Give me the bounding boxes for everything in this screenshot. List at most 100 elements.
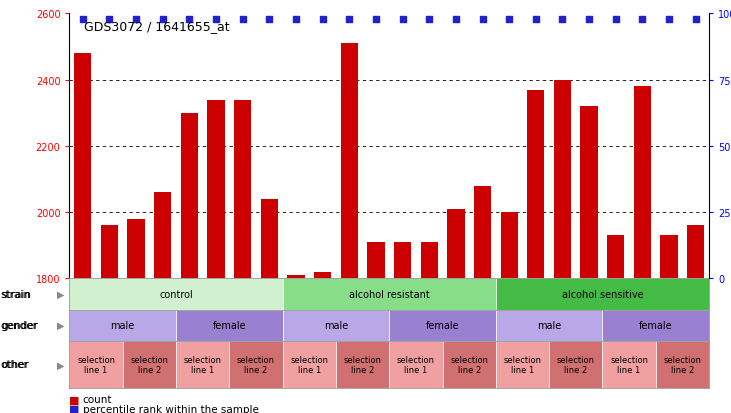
Bar xyxy=(602,341,656,388)
Bar xyxy=(283,341,336,388)
Bar xyxy=(607,236,624,279)
Point xyxy=(370,17,382,23)
Text: female: female xyxy=(639,320,673,330)
Bar xyxy=(123,341,176,388)
Point xyxy=(583,17,595,23)
Point xyxy=(423,17,435,23)
Text: selection
line 2: selection line 2 xyxy=(344,355,382,374)
Text: selection
line 1: selection line 1 xyxy=(504,355,542,374)
Text: count: count xyxy=(83,394,112,404)
Text: gender: gender xyxy=(1,320,38,330)
Point xyxy=(477,17,488,23)
Point xyxy=(690,17,702,23)
Bar xyxy=(580,107,598,279)
Point xyxy=(344,17,355,23)
Point xyxy=(130,17,142,23)
Point xyxy=(610,17,621,23)
Text: male: male xyxy=(537,320,561,330)
Bar xyxy=(101,226,118,279)
Bar xyxy=(549,341,602,388)
Point xyxy=(77,17,88,23)
Bar xyxy=(69,310,176,341)
Bar xyxy=(127,219,145,279)
Text: selection
line 1: selection line 1 xyxy=(183,355,221,374)
Point xyxy=(637,17,648,23)
Bar xyxy=(341,44,358,279)
Text: selection
line 2: selection line 2 xyxy=(237,355,275,374)
Point xyxy=(157,17,169,23)
Text: alcohol sensitive: alcohol sensitive xyxy=(561,289,643,299)
Text: male: male xyxy=(324,320,348,330)
Bar xyxy=(501,213,518,279)
Bar xyxy=(367,242,385,279)
Bar xyxy=(394,242,412,279)
Text: control: control xyxy=(159,289,193,299)
Bar xyxy=(496,279,709,310)
Point xyxy=(397,17,409,23)
Bar xyxy=(74,54,91,279)
Point xyxy=(530,17,542,23)
Bar xyxy=(389,341,442,388)
Bar xyxy=(208,100,224,279)
Text: alcohol resistant: alcohol resistant xyxy=(349,289,430,299)
Point xyxy=(556,17,568,23)
Text: ■: ■ xyxy=(69,394,80,404)
Bar xyxy=(634,87,651,279)
Bar xyxy=(554,81,571,279)
Bar xyxy=(181,114,198,279)
Point xyxy=(450,17,462,23)
Bar xyxy=(283,310,389,341)
Point xyxy=(663,17,675,23)
Text: other: other xyxy=(1,359,29,370)
Bar xyxy=(69,279,283,310)
Bar xyxy=(442,341,496,388)
Text: strain: strain xyxy=(1,289,31,299)
Point xyxy=(104,17,115,23)
Bar xyxy=(314,272,331,279)
Point xyxy=(317,17,328,23)
Point xyxy=(504,17,515,23)
Text: gender: gender xyxy=(1,320,39,330)
Bar xyxy=(389,310,496,341)
Bar xyxy=(230,341,283,388)
Bar xyxy=(687,226,705,279)
Text: selection
line 2: selection line 2 xyxy=(130,355,168,374)
Text: male: male xyxy=(110,320,135,330)
Text: ▶: ▶ xyxy=(57,289,64,299)
Text: ■: ■ xyxy=(69,404,80,413)
Bar xyxy=(336,341,389,388)
Text: ▶: ▶ xyxy=(57,320,64,330)
Point xyxy=(183,17,195,23)
Bar xyxy=(234,100,251,279)
Bar xyxy=(496,341,549,388)
Bar xyxy=(602,310,709,341)
Bar xyxy=(261,199,278,279)
Bar xyxy=(283,279,496,310)
Text: GDS3072 / 1641655_at: GDS3072 / 1641655_at xyxy=(84,20,230,33)
Bar xyxy=(176,310,283,341)
Text: selection
line 1: selection line 1 xyxy=(290,355,328,374)
Bar xyxy=(69,341,123,388)
Text: percentile rank within the sample: percentile rank within the sample xyxy=(83,404,259,413)
Text: other: other xyxy=(1,359,29,370)
Text: selection
line 2: selection line 2 xyxy=(664,355,702,374)
Point xyxy=(290,17,302,23)
Text: strain: strain xyxy=(1,289,31,299)
Bar xyxy=(176,341,230,388)
Text: selection
line 1: selection line 1 xyxy=(610,355,648,374)
Bar xyxy=(154,193,171,279)
Point xyxy=(237,17,249,23)
Bar xyxy=(527,90,545,279)
Point xyxy=(211,17,222,23)
Text: female: female xyxy=(425,320,459,330)
Bar xyxy=(447,209,464,279)
Point xyxy=(263,17,275,23)
Bar xyxy=(656,341,709,388)
Bar xyxy=(420,242,438,279)
Text: selection
line 1: selection line 1 xyxy=(397,355,435,374)
Text: selection
line 2: selection line 2 xyxy=(450,355,488,374)
Bar xyxy=(496,310,602,341)
Text: female: female xyxy=(213,320,246,330)
Bar xyxy=(474,186,491,279)
Bar xyxy=(660,236,678,279)
